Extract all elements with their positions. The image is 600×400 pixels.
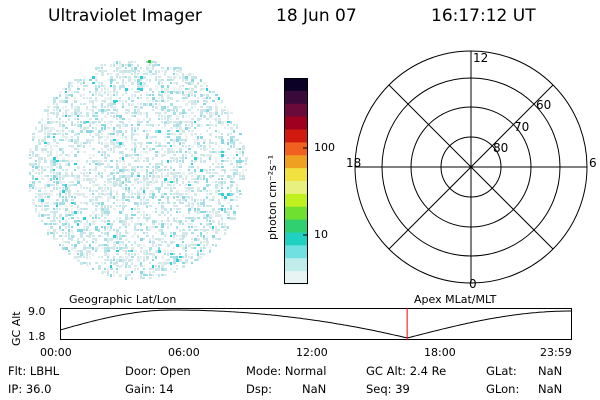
lat-label-80: 80 <box>493 141 508 155</box>
mlt-label-12: 12 <box>473 51 488 65</box>
ip-field: IP: 36.0 <box>8 382 52 396</box>
lat-label-60: 60 <box>536 98 551 112</box>
strip-xtick-3: 18:00 <box>424 346 456 359</box>
mlt-label-18: 18 <box>346 156 361 170</box>
glat-value: NaN <box>538 364 563 378</box>
flt-field: Flt: LBHL <box>8 364 60 378</box>
dsp-label: Dsp: <box>246 382 273 396</box>
colorbar-swatch <box>284 116 308 130</box>
mlt-label-0: 0 <box>469 277 477 291</box>
colorbar-swatch <box>284 90 308 105</box>
glon-value: NaN <box>538 382 563 396</box>
colorbar-swatch <box>284 232 308 246</box>
strip-xtick-2: 12:00 <box>296 346 328 359</box>
colorbar-swatch <box>284 103 308 118</box>
strip-xtick-4: 23:59 <box>540 346 572 359</box>
time-label: 16:17:12 UT <box>431 6 536 26</box>
gain-field: Gain: 14 <box>125 382 174 396</box>
strip-xtick-0: 00:00 <box>40 346 72 359</box>
mlt-label-6: 6 <box>589 156 597 170</box>
colorbar-tick-100: 100 <box>314 141 335 154</box>
colorbar-unit-label: photon cm⁻²s⁻¹ <box>266 154 279 240</box>
dsp-value: NaN <box>302 382 327 396</box>
strip-xtick-1: 06:00 <box>168 346 200 359</box>
mode-field: Mode: Normal <box>246 364 327 378</box>
colorbar-swatch <box>284 142 308 156</box>
colorbar <box>284 78 308 285</box>
colorbar-swatch <box>284 271 308 285</box>
uv-image-disc <box>29 60 248 280</box>
altitude-strip-plot <box>59 308 572 340</box>
instrument-title: Ultraviolet Imager <box>48 6 202 26</box>
colorbar-swatch <box>284 168 308 182</box>
seq-field: Seq: 39 <box>366 382 410 396</box>
colorbar-swatch <box>284 219 308 233</box>
apex-caption: Apex MLat/MLT <box>414 293 497 306</box>
colorbar-swatch <box>284 155 308 169</box>
colorbar-tick-10: 10 <box>314 228 328 241</box>
colorbar-swatch <box>284 206 308 221</box>
colorbar-swatch <box>284 193 308 208</box>
glon-label: GLon: <box>486 382 520 396</box>
colorbar-swatch <box>284 129 308 143</box>
colorbar-swatch <box>284 258 308 272</box>
strip-ytick-top: 9.0 <box>28 305 46 318</box>
gc-alt-field: GC Alt: 2.4 Re <box>366 364 447 378</box>
strip-ytick-bottom: 1.8 <box>28 330 46 343</box>
polar-plot: 12 18 6 0 60 70 80 <box>346 50 597 291</box>
strip-ylabel: GC Alt <box>10 311 23 346</box>
colorbar-swatch <box>284 181 308 195</box>
colorbar-swatch <box>284 245 308 259</box>
door-field: Door: Open <box>125 364 191 378</box>
date-label: 18 Jun 07 <box>276 6 357 26</box>
geographic-caption: Geographic Lat/Lon <box>69 293 177 306</box>
glat-label: GLat: <box>486 364 517 378</box>
lat-label-70: 70 <box>514 120 529 134</box>
colorbar-swatch <box>284 78 308 92</box>
